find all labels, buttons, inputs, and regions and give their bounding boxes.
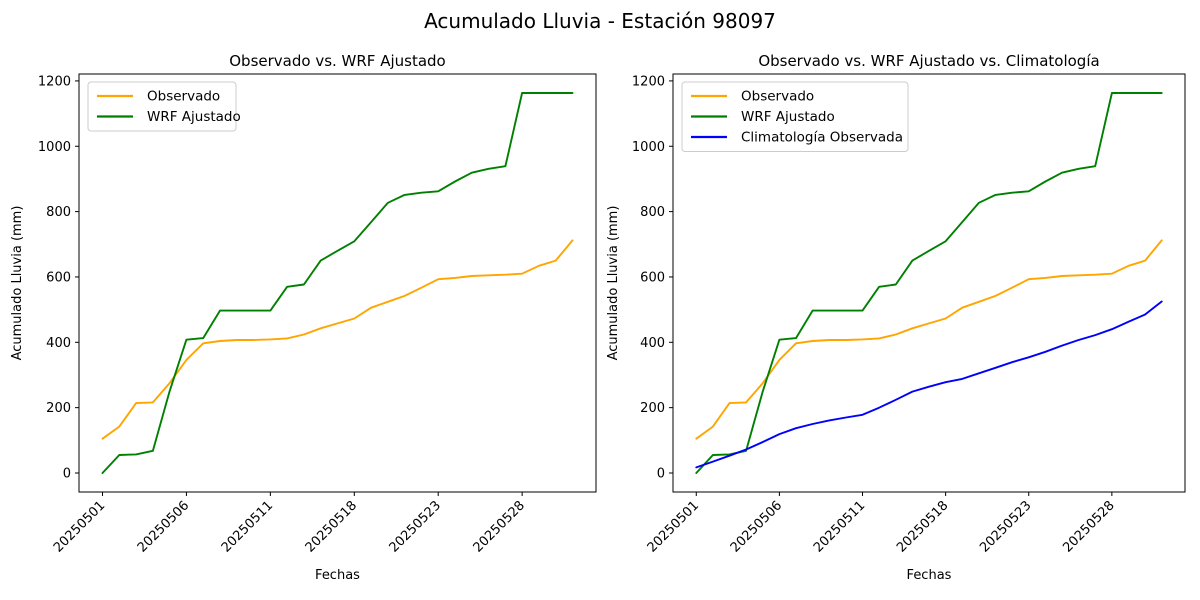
y-tick-label: 600 bbox=[46, 270, 71, 285]
x-tick-label: 20250501 bbox=[51, 498, 108, 555]
legend-box bbox=[681, 81, 909, 152]
series-line-wrf-ajustado bbox=[695, 92, 1163, 474]
plot-frame bbox=[78, 73, 597, 493]
x-tick-label: 20250506 bbox=[135, 498, 192, 555]
y-tick-label: 200 bbox=[46, 401, 71, 416]
x-tick-label: 20250528 bbox=[471, 498, 528, 555]
x-tick-label: 20250511 bbox=[811, 498, 868, 555]
y-tick-label: 1000 bbox=[38, 140, 71, 155]
series-line-observado bbox=[101, 239, 574, 440]
legend-box bbox=[87, 81, 237, 132]
plot-frame bbox=[672, 73, 1186, 493]
x-tick-label: 20250511 bbox=[219, 498, 276, 555]
x-tick-label: 20250518 bbox=[303, 498, 360, 555]
y-tick-label: 400 bbox=[46, 336, 71, 351]
y-axis-label: Acumulado Lluvia (mm) bbox=[10, 206, 25, 361]
y-tick-label: 800 bbox=[640, 205, 665, 220]
y-tick-label: 1200 bbox=[38, 74, 71, 89]
x-tick-label: 20250528 bbox=[1060, 498, 1117, 555]
legend-label: Observado bbox=[741, 89, 814, 105]
x-tick-label: 20250518 bbox=[894, 498, 951, 555]
series-line-wrf-ajustado bbox=[101, 92, 574, 474]
y-tick-label: 800 bbox=[46, 205, 71, 220]
legend-label: Climatología Observada bbox=[741, 130, 903, 146]
y-tick-label: 200 bbox=[640, 401, 665, 416]
legend-label: Observado bbox=[147, 89, 220, 105]
series-line-climatologia-observada bbox=[695, 300, 1163, 469]
x-tick-label: 20250523 bbox=[387, 498, 444, 555]
x-axis-label: Fechas bbox=[907, 568, 952, 583]
y-tick-label: 0 bbox=[63, 467, 71, 482]
x-tick-label: 20250506 bbox=[728, 498, 785, 555]
x-tick-label: 20250523 bbox=[977, 498, 1034, 555]
legend-label: WRF Ajustado bbox=[741, 109, 835, 125]
x-axis-label: Fechas bbox=[315, 568, 360, 583]
series-line-observado bbox=[695, 239, 1163, 440]
figure-title: Acumulado Lluvia - Estación 98097 bbox=[424, 9, 776, 33]
subplot-title: Observado vs. WRF Ajustado bbox=[229, 52, 445, 70]
subplot-title: Observado vs. WRF Ajustado vs. Climatolo… bbox=[758, 52, 1099, 70]
x-tick-label: 20250501 bbox=[645, 498, 702, 555]
y-tick-label: 1200 bbox=[632, 74, 665, 89]
y-tick-label: 400 bbox=[640, 336, 665, 351]
y-axis-label: Acumulado Lluvia (mm) bbox=[606, 206, 621, 361]
legend-label: WRF Ajustado bbox=[147, 109, 241, 125]
y-tick-label: 600 bbox=[640, 270, 665, 285]
y-tick-label: 1000 bbox=[632, 140, 665, 155]
y-tick-label: 0 bbox=[657, 467, 665, 482]
